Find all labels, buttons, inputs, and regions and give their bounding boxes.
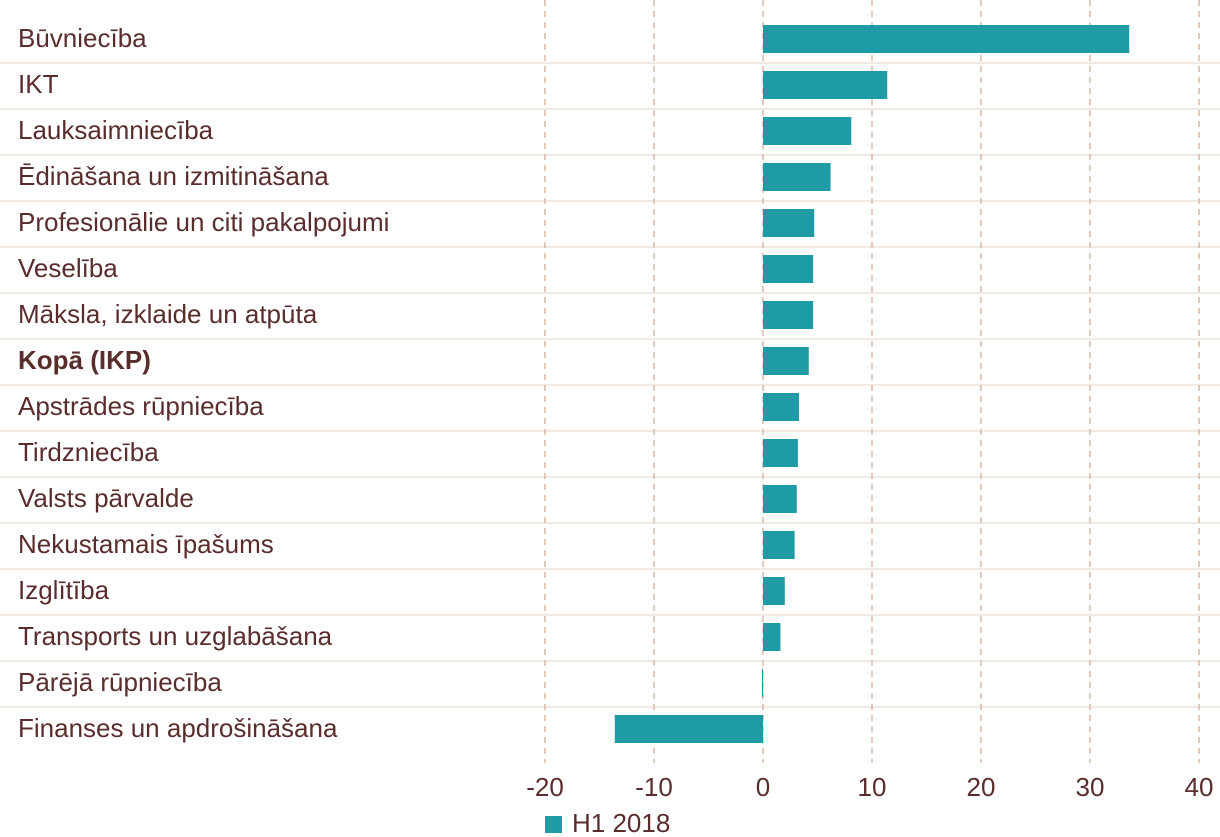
category-label: Profesionālie un citi pakalpojumi (18, 207, 389, 237)
category-label: Ēdināšana un izmitināšana (18, 161, 329, 191)
bar (763, 25, 1130, 53)
bar (763, 347, 809, 375)
category-label: Nekustamais īpašums (18, 529, 274, 559)
bar (614, 715, 763, 743)
category-label: Finanses un apdrošināšana (18, 713, 338, 743)
category-label: Valsts pārvalde (18, 483, 194, 513)
category-label: IKT (18, 69, 59, 99)
category-label: Kopā (IKP) (18, 345, 151, 375)
legend-label: H1 2018 (572, 808, 670, 837)
bar (763, 255, 814, 283)
category-label: Būvniecība (18, 23, 147, 53)
x-tick-label: 40 (1185, 772, 1214, 802)
category-label: Lauksaimniecība (18, 115, 214, 145)
category-label: Izglītība (18, 575, 110, 605)
category-label: Transports un uzglabāšana (18, 621, 333, 651)
category-label: Tirdzniecība (18, 437, 159, 467)
x-tick-label: -10 (635, 772, 673, 802)
category-label: Apstrādes rūpniecība (18, 391, 264, 421)
category-label: Pārējā rūpniecība (18, 667, 222, 697)
category-label: Veselība (18, 253, 118, 283)
x-tick-label: 10 (858, 772, 887, 802)
bar (763, 531, 795, 559)
x-tick-label: 30 (1076, 772, 1105, 802)
legend-swatch (545, 816, 562, 833)
bar (763, 71, 888, 99)
bar (763, 301, 814, 329)
bar (763, 577, 785, 605)
bar (763, 623, 781, 651)
category-label: Māksla, izklaide un atpūta (18, 299, 318, 329)
bar (763, 485, 797, 513)
x-tick-label: -20 (526, 772, 564, 802)
bar (761, 669, 763, 697)
bar (763, 117, 852, 145)
x-tick-label: 0 (756, 772, 770, 802)
bar (763, 163, 831, 191)
bar (763, 439, 798, 467)
bar (763, 393, 799, 421)
bar (763, 209, 815, 237)
x-tick-label: 20 (967, 772, 996, 802)
